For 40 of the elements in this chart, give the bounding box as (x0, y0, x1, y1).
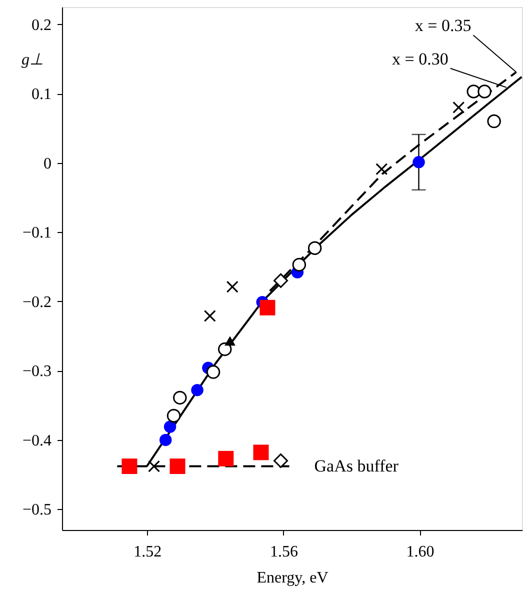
point (159, 434, 172, 446)
point (376, 163, 388, 176)
y-tick-label: 0.2 (32, 16, 52, 34)
y-tick-label: −0.1 (22, 224, 52, 242)
point (191, 384, 204, 396)
point (218, 342, 232, 356)
x-tick-label: 1.52 (134, 544, 162, 560)
x-tick-label: 1.60 (406, 544, 434, 560)
point (478, 84, 492, 98)
point (273, 273, 288, 288)
point (308, 241, 322, 255)
x-axis-title: Energy, eV (256, 570, 329, 586)
x-tick-label: 1.56 (270, 544, 298, 560)
point (292, 258, 306, 272)
point (224, 336, 236, 346)
y-tick-label: 0 (44, 155, 52, 172)
point (226, 280, 238, 293)
annotation: x = 0.35 (414, 16, 472, 36)
annotation: GaAs buffer (314, 456, 399, 476)
point (148, 460, 160, 472)
point (218, 450, 234, 466)
point (204, 310, 216, 322)
point (170, 458, 186, 474)
point (122, 458, 138, 474)
y-tick-label: −0.2 (22, 294, 52, 311)
point (487, 114, 501, 128)
point (273, 453, 288, 468)
annotation: x = 0.30 (392, 49, 448, 68)
point (206, 365, 220, 379)
point (173, 390, 187, 405)
point (164, 420, 176, 433)
point (452, 101, 465, 114)
point (253, 444, 269, 460)
y-tick-label: −0.5 (22, 502, 52, 519)
point (260, 300, 276, 316)
y-tick-label: −0.3 (22, 363, 52, 380)
y-tick-label: −0.4 (22, 432, 52, 450)
y-axis-title: g⊥ (22, 52, 44, 68)
point (412, 156, 425, 168)
y-tick-label: 0.1 (32, 86, 52, 104)
